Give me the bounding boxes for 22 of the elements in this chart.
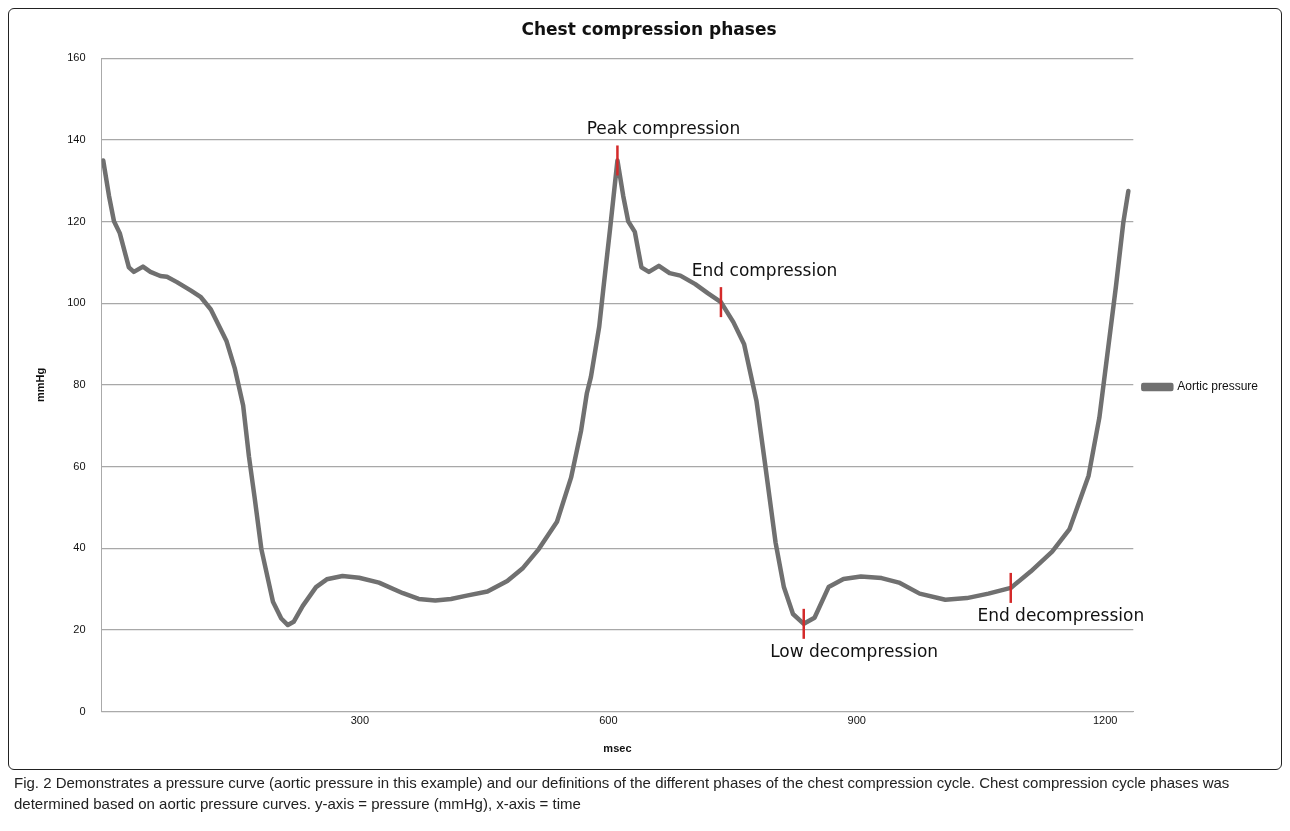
y-axis-title: mmHg (33, 367, 46, 403)
chart-title: Chest compression phases (521, 18, 777, 39)
caption: Fig. 2 Demonstrates a pressure curve (aortic pressure in this example) and our definitions of the different phases of the chest compression cycle. Chest compression cycle phases was determined based on aortic pressure curves. y-axis = pressure (mmHg), x-axis = time (14, 773, 1231, 814)
y-tick-label: 80 (73, 378, 86, 391)
x-tick-label: 1200 (1092, 714, 1118, 727)
annotation: Low decompression (770, 640, 939, 661)
x-tick-label: 300 (350, 714, 370, 727)
legend-label: Aortic pressure (1177, 379, 1259, 394)
y-tick-label: 0 (79, 704, 86, 717)
y-tick-label: 60 (73, 459, 86, 472)
y-tick-label: 160 (67, 51, 86, 64)
y-tick-label: 40 (73, 541, 86, 554)
y-tick-label: 20 (73, 622, 86, 635)
annotation: End decompression (977, 604, 1145, 625)
x-tick-label: 900 (847, 714, 866, 727)
x-tick-label: 600 (599, 714, 618, 727)
y-tick-label: 140 (67, 133, 86, 146)
x-axis-title: msec (603, 742, 632, 755)
y-tick-label: 120 (67, 214, 86, 227)
annotation: Peak compression (586, 118, 741, 139)
annotation: End compression (691, 260, 838, 281)
y-tick-label: 100 (67, 296, 86, 309)
